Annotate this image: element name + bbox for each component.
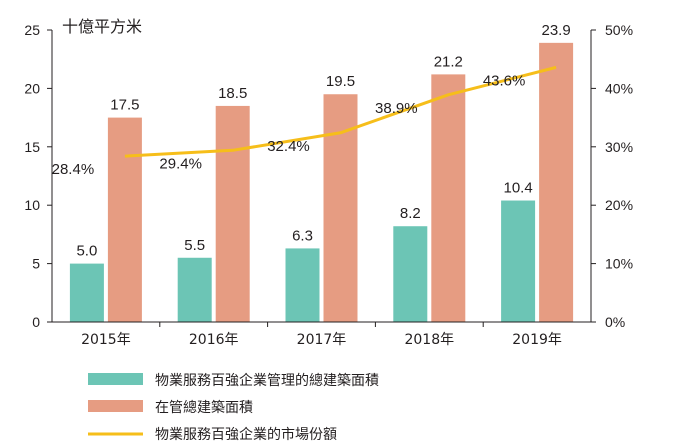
bar-value-label: 8.2 bbox=[400, 205, 421, 222]
y-right-tick-label: 0% bbox=[605, 314, 625, 330]
legend-label: 物業服務百強企業的市場份額 bbox=[155, 426, 337, 443]
y-right-tick-label: 50% bbox=[605, 22, 633, 38]
y-right-tick-label: 40% bbox=[605, 80, 633, 96]
line-value-label: 38.9% bbox=[375, 100, 418, 117]
bar bbox=[177, 257, 212, 322]
ticks-layer: 0 5 10 15 20 25 0% 10% 20% 30% 40% 50% 2015年 2016年 201… bbox=[24, 22, 633, 348]
bar-value-label: 17.5 bbox=[110, 97, 139, 114]
x-tick-label: 2016年 bbox=[189, 332, 239, 348]
bar bbox=[393, 226, 428, 322]
bar-value-label: 18.5 bbox=[218, 85, 247, 102]
legend-label: 物業服務百強企業管理的總建築面積 bbox=[155, 372, 379, 389]
bar-value-label: 5.5 bbox=[184, 237, 205, 254]
y-right-tick-label: 10% bbox=[605, 256, 633, 272]
bar bbox=[539, 42, 574, 323]
bar-value-label: 10.4 bbox=[503, 180, 532, 197]
y-left-tick-label: 5 bbox=[32, 256, 40, 272]
legend-label: 在管總建築面積 bbox=[155, 399, 253, 416]
bar bbox=[215, 105, 250, 322]
bar-value-label: 5.0 bbox=[76, 243, 97, 260]
line-value-label: 43.6% bbox=[483, 72, 526, 89]
x-tick-label: 2017年 bbox=[297, 332, 347, 348]
share-line bbox=[124, 65, 557, 158]
line-layer bbox=[124, 65, 557, 158]
x-tick-label: 2018年 bbox=[404, 332, 454, 348]
y-left-tick-label: 10 bbox=[24, 197, 40, 213]
bar bbox=[285, 248, 320, 322]
x-tick-label: 2019年 bbox=[512, 332, 562, 348]
y-left-tick-label: 15 bbox=[24, 139, 40, 155]
bar bbox=[501, 200, 536, 322]
bar-value-label: 23.9 bbox=[541, 22, 570, 39]
y-right-tick-label: 30% bbox=[605, 139, 633, 155]
y-left-tick-label: 20 bbox=[24, 80, 40, 96]
line-value-label: 32.4% bbox=[267, 138, 310, 155]
axes-layer bbox=[51, 30, 592, 323]
legend-swatch bbox=[88, 373, 143, 385]
bar bbox=[69, 263, 104, 322]
x-tick-label: 2015年 bbox=[81, 332, 131, 348]
unit-label: 十億平方米 bbox=[62, 17, 142, 36]
bar-value-label: 19.5 bbox=[326, 73, 355, 90]
bars-layer bbox=[69, 42, 574, 323]
legend-swatch bbox=[88, 400, 143, 412]
bar-value-label: 21.2 bbox=[434, 53, 463, 70]
bar bbox=[107, 117, 142, 322]
y-left-tick-label: 25 bbox=[24, 22, 40, 38]
data-labels-layer: 5.0 5.5 6.3 8.2 10.4 17.5 18.5 19.5 21.2 23.9 28.4… bbox=[52, 22, 571, 260]
bar bbox=[431, 74, 466, 322]
y-right-tick-label: 20% bbox=[605, 197, 633, 213]
line-value-label: 29.4% bbox=[159, 155, 202, 172]
bar-value-label: 6.3 bbox=[292, 227, 313, 244]
y-left-tick-label: 0 bbox=[32, 314, 40, 330]
line-value-label: 28.4% bbox=[52, 161, 95, 178]
